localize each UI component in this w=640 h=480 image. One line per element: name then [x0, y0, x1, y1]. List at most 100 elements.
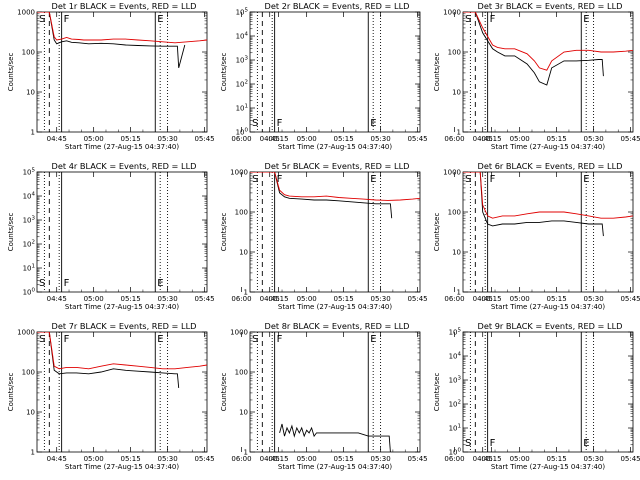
x-tick-label: 05:15 — [334, 295, 354, 303]
x-tick-label: 06:00 — [231, 455, 251, 463]
x-tick-label: 05:00 — [84, 295, 104, 303]
y-tick-label: 102 — [23, 240, 35, 249]
x-tick-label: 04:45 — [260, 135, 280, 143]
plot-frame — [249, 331, 421, 453]
marker-E: E — [583, 438, 589, 449]
y-tick-label: 100 — [235, 369, 248, 377]
plot-frame — [36, 331, 208, 453]
x-tick-label: 05:00 — [297, 135, 317, 143]
panel-det-8: Det 8r BLACK = Events, RED = LLD 1 10 100 10… — [220, 321, 502, 471]
x-axis-label: Start Time (27-Aug-15 04:37:40) — [278, 303, 392, 311]
x-tick-label: 05:15 — [334, 135, 354, 143]
panel-det-3: Det 3r BLACK = Events, RED = LLD 1 10 100 10… — [433, 1, 640, 151]
marker-E: E — [370, 174, 376, 185]
marker-E: E — [157, 334, 163, 345]
x-tick-label: 05:30 — [370, 295, 390, 303]
marker-F: F — [277, 118, 283, 129]
x-tick-label: 06:00 — [444, 455, 464, 463]
marker-S: S — [39, 14, 45, 25]
x-tick-label: 05:45 — [407, 455, 427, 463]
panel-det-6: Det 6r BLACK = Events, RED = LLD 1 10 100 10… — [433, 161, 640, 311]
series-line-black — [463, 12, 604, 86]
y-tick-label: 100 — [448, 49, 461, 57]
panel-title: Det 5r BLACK = Events, RED = LLD — [265, 161, 410, 171]
marker-E: E — [157, 278, 163, 289]
y-tick-label: 101 — [23, 264, 35, 273]
y-tick-label: 104 — [236, 32, 249, 41]
x-axis-label: Start Time (27-Aug-15 04:37:40) — [278, 143, 392, 151]
x-tick-label: 05:00 — [510, 455, 530, 463]
x-tick-label: 06:15 — [268, 135, 288, 143]
x-tick-label: 05:15 — [334, 455, 354, 463]
x-tick-label: 05:00 — [84, 135, 104, 143]
x-tick-label: 06:15 — [481, 135, 501, 143]
x-tick-label: 05:45 — [620, 135, 640, 143]
y-tick-label: 10 — [26, 89, 35, 97]
y-tick-label: 104 — [449, 352, 462, 361]
x-axis-label: Start Time (27-Aug-15 04:37:40) — [65, 463, 179, 471]
y-tick-label: 1000 — [17, 329, 35, 337]
marker-S: S — [252, 334, 258, 345]
x-tick-label: 04:45 — [260, 295, 280, 303]
x-tick-label: 06:00 — [444, 295, 464, 303]
marker-F: F — [64, 14, 70, 25]
x-tick-label: 05:45 — [407, 135, 427, 143]
plot-frame — [249, 11, 421, 133]
y-tick-label: 100 — [449, 448, 462, 457]
marker-S: S — [252, 118, 258, 129]
marker-S: S — [39, 278, 45, 289]
y-tick-label: 100 — [448, 209, 461, 217]
marker-E: E — [157, 14, 163, 25]
x-tick-label: 05:45 — [407, 295, 427, 303]
y-tick-label: 104 — [23, 192, 36, 201]
marker-E: E — [583, 14, 589, 25]
panel-title: Det 3r BLACK = Events, RED = LLD — [478, 1, 623, 11]
y-tick-label: 105 — [449, 328, 462, 337]
y-tick-label: 101 — [449, 424, 461, 433]
panel-title: Det 9r BLACK = Events, RED = LLD — [478, 321, 623, 331]
y-tick-label: 10 — [452, 249, 461, 257]
series-line-black — [250, 172, 393, 219]
y-tick-label: 1000 — [230, 329, 248, 337]
x-tick-label: 05:00 — [510, 135, 530, 143]
y-tick-label: 1000 — [17, 9, 35, 17]
marker-F: F — [64, 278, 70, 289]
y-tick-label: 102 — [236, 80, 248, 89]
y-tick-label: 1 — [31, 449, 35, 457]
x-tick-label: 05:45 — [620, 455, 640, 463]
y-tick-label: 1 — [244, 449, 248, 457]
y-tick-label: 103 — [236, 56, 249, 65]
panel-det-5: Det 5r BLACK = Events, RED = LLD11010010… — [220, 161, 502, 311]
plot-frame — [462, 11, 634, 133]
series-line-red — [463, 12, 633, 71]
panel-det-4: Det 4r BLACK = Events, RED = LLD10010110… — [7, 161, 289, 311]
x-tick-label: 05:15 — [547, 135, 567, 143]
y-tick-label: 103 — [449, 376, 462, 385]
marker-F: F — [490, 174, 496, 185]
x-tick-label: 04:45 — [260, 455, 280, 463]
x-tick-label: 04:45 — [47, 295, 67, 303]
series-line-red — [37, 332, 207, 370]
marker-S: S — [465, 438, 471, 449]
series-line-black — [37, 332, 180, 388]
y-axis-label: Counts/sec — [433, 213, 441, 252]
y-tick-label: 103 — [23, 216, 36, 225]
y-tick-label: 10 — [26, 409, 35, 417]
x-tick-label: 05:30 — [157, 455, 177, 463]
x-tick-label: 05:45 — [194, 135, 214, 143]
x-tick-label: 05:30 — [583, 135, 603, 143]
series-line-black — [463, 172, 604, 237]
marker-S: S — [465, 174, 471, 185]
series-line-black — [37, 12, 186, 69]
x-tick-label: 05:00 — [84, 455, 104, 463]
x-tick-label: 06:15 — [481, 455, 501, 463]
x-tick-label: 05:45 — [194, 295, 214, 303]
y-tick-label: 10 — [239, 249, 248, 257]
panel-det-7: Det 7r BLACK = Events, RED = LLD11010010… — [7, 321, 289, 471]
x-tick-label: 06:15 — [268, 455, 288, 463]
x-tick-label: 05:45 — [194, 455, 214, 463]
y-tick-label: 1000 — [443, 169, 461, 177]
marker-F: F — [490, 14, 496, 25]
y-tick-label: 1 — [457, 129, 461, 137]
